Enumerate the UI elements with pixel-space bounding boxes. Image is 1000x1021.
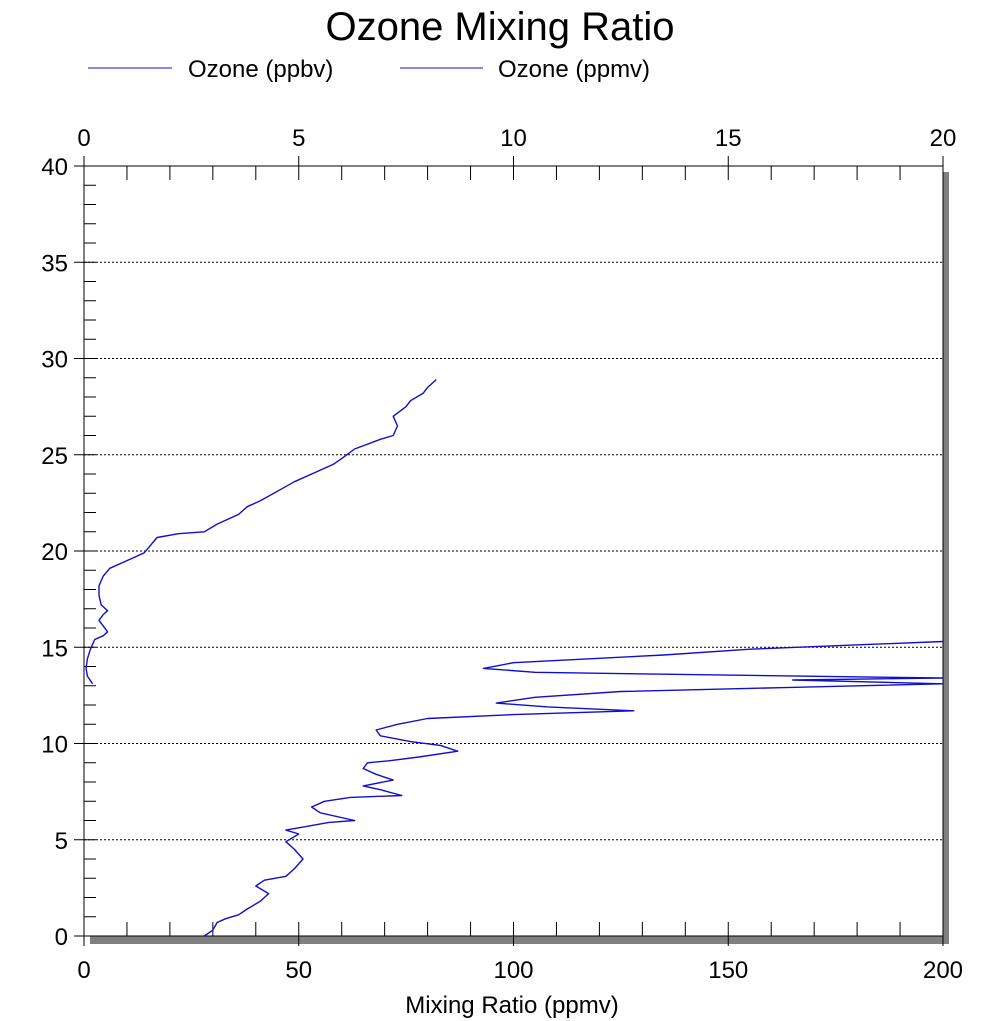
y-tick-label-0: 0	[55, 924, 68, 951]
y-tick-label-20: 20	[41, 539, 68, 566]
plot-shadow-bottom	[90, 936, 949, 944]
legend: Ozone (ppbv) Ozone (ppmv)	[88, 56, 650, 83]
y-tick-label-35: 35	[41, 250, 68, 277]
top-tick-label-20: 20	[930, 125, 957, 152]
top-tick-label-5: 5	[292, 125, 305, 152]
y-tick-label-5: 5	[55, 828, 68, 855]
top-tick-label-15: 15	[715, 125, 742, 152]
axes: 0 5 10 15 20 25 30 35 40 0 50 100 150 200 0 5 10 15 20	[41, 125, 963, 984]
y-tick-label-30: 30	[41, 347, 68, 374]
x-axis-title: Mixing Ratio (ppmv)	[405, 992, 618, 1019]
y-tick-label-40: 40	[41, 154, 68, 181]
series-line-ppmv	[85, 379, 437, 685]
top-tick-label-10: 10	[500, 125, 527, 152]
bottom-tick-label-50: 50	[285, 957, 312, 984]
bottom-tick-label-200: 200	[923, 957, 963, 984]
series-line-ppbv	[203, 640, 944, 937]
y-tick-label-10: 10	[41, 732, 68, 759]
legend-label-ppbv: Ozone (ppbv)	[188, 56, 333, 83]
chart-title: Ozone Mixing Ratio	[325, 5, 674, 49]
data-series	[85, 379, 944, 937]
legend-label-ppmv: Ozone (ppmv)	[498, 56, 650, 83]
bottom-tick-label-150: 150	[708, 957, 748, 984]
y-tick-label-15: 15	[41, 635, 68, 662]
top-tick-label-0: 0	[77, 125, 90, 152]
bottom-tick-label-100: 100	[493, 957, 533, 984]
plot-shadow-right	[943, 172, 949, 944]
grid-lines	[84, 261, 943, 841]
bottom-tick-label-0: 0	[77, 957, 90, 984]
y-tick-label-25: 25	[41, 443, 68, 470]
